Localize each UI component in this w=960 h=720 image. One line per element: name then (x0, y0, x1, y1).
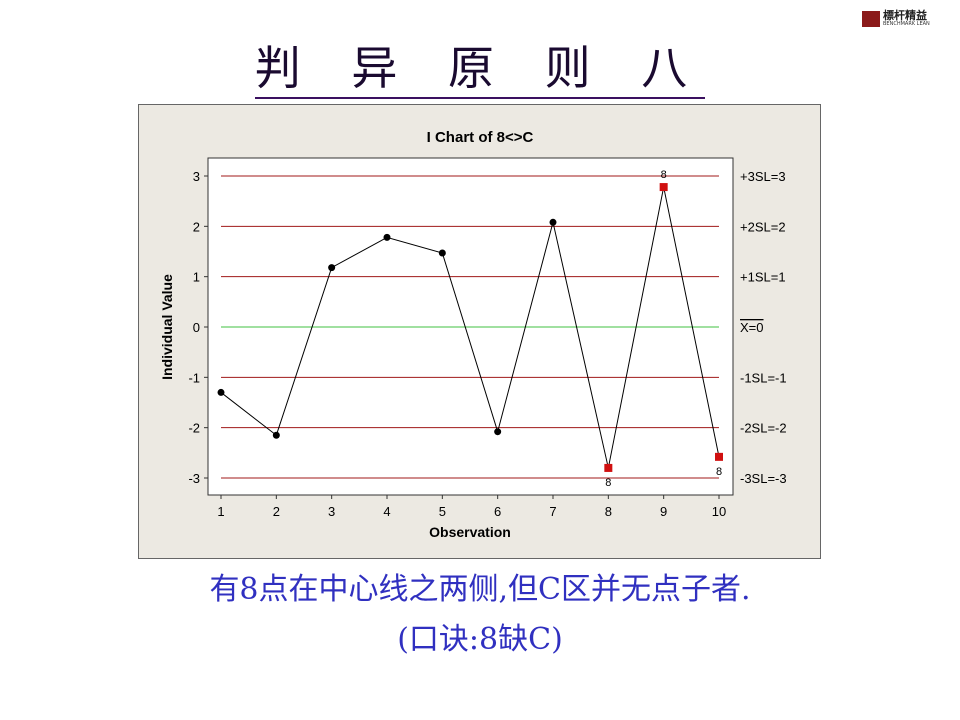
data-point (272, 431, 280, 439)
logo-subtext: BENCHMARK LEAN (883, 21, 930, 27)
x-tick-label: 6 (494, 504, 501, 519)
data-point (549, 218, 557, 226)
logo: 標杆精益 BENCHMARK LEAN (862, 10, 930, 27)
y-tick-label: 2 (193, 219, 200, 234)
flag-label: 8 (716, 466, 722, 478)
data-point (383, 233, 391, 241)
x-tick-label: 9 (660, 504, 667, 519)
logo-text: 標杆精益 (883, 9, 927, 22)
y-tick-label: -1 (188, 370, 200, 385)
x-tick-label: 4 (383, 504, 390, 519)
x-tick-label: 5 (439, 504, 446, 519)
flagged-point (659, 183, 668, 192)
limit-label: X=0 (740, 320, 764, 335)
y-tick-label: -2 (188, 421, 200, 436)
data-point (328, 264, 336, 272)
x-axis-label: Observation (429, 524, 511, 540)
y-axis-label: Individual Value (159, 274, 175, 380)
limit-label: +2SL=2 (740, 219, 786, 234)
y-tick-label: 3 (193, 169, 200, 184)
limit-label: -3SL=-3 (740, 471, 787, 486)
x-tick-label: 2 (273, 504, 280, 519)
flagged-point (715, 452, 723, 461)
y-tick-label: -3 (188, 471, 200, 486)
x-tick-label: 1 (217, 504, 224, 519)
y-tick-label: 0 (193, 320, 200, 335)
x-tick-label: 8 (605, 504, 612, 519)
logo-mark-icon (862, 10, 880, 27)
series-line (220, 186, 720, 469)
flag-label: 8 (661, 169, 667, 181)
caption-rule: 有8点在中心线之两侧,但C区并无点子者. (209, 572, 751, 607)
limit-label: -1SL=-1 (740, 370, 787, 385)
x-tick-label: 3 (328, 504, 335, 519)
data-point (494, 428, 502, 436)
x-tick-label: 10 (712, 504, 726, 519)
limit-label: +3SL=3 (740, 169, 786, 184)
flag-label: 8 (605, 477, 611, 489)
limit-label: +1SL=1 (740, 270, 786, 285)
flagged-point (604, 463, 613, 472)
slide-title: 判 异 原 则 八 (0, 32, 960, 99)
caption-mnemonic: (口诀:8缺C) (397, 622, 563, 657)
chart-title: I Chart of 8<>C (427, 129, 534, 146)
limit-label: -2SL=-2 (740, 421, 787, 436)
data-point (438, 249, 446, 257)
y-tick-label: 1 (193, 270, 200, 285)
x-tick-label: 7 (549, 504, 556, 519)
data-point (217, 388, 225, 396)
